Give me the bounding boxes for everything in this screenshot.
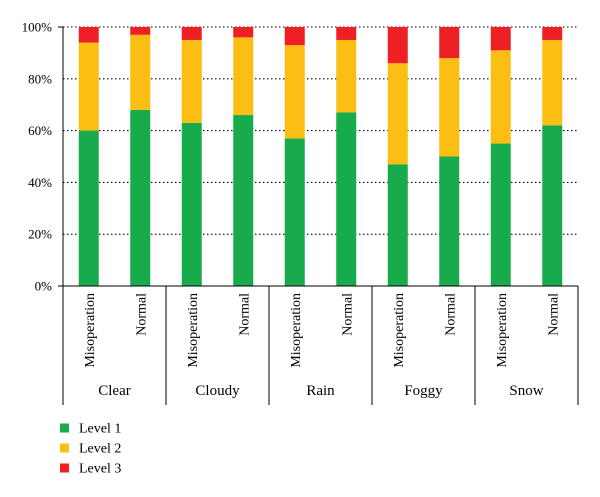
y-tick-label: 40%	[28, 175, 52, 190]
legend-swatch	[60, 443, 69, 453]
x-group-label: Rain	[306, 383, 335, 399]
legend-label: Level 2	[79, 442, 121, 457]
bar-segment-level-1	[336, 112, 357, 286]
legend: Level 1 Level 2 Level 3	[60, 422, 121, 477]
x-category-label: Misoperation	[495, 293, 510, 368]
x-group-label: Snow	[509, 383, 543, 399]
bar-segment-level-3	[387, 27, 408, 64]
bar-segment-level-2	[78, 42, 99, 131]
bar-segment-level-2	[130, 34, 151, 110]
bar-segment-level-1	[439, 156, 460, 286]
bar-segment-level-3	[233, 27, 254, 38]
bar-segment-level-3	[490, 27, 511, 51]
legend-swatch	[60, 423, 69, 433]
bar-segment-level-3	[336, 27, 357, 40]
bar-segment-level-2	[490, 50, 511, 144]
bar-segment-level-1	[542, 125, 563, 286]
y-tick-label: 100%	[22, 20, 53, 35]
x-category-label: Misoperation	[289, 293, 304, 368]
legend-label: Level 3	[79, 462, 121, 477]
x-category-label: Normal	[237, 293, 252, 336]
labels-layer: 0% 20% 40% 60% 80% 100% Misoperation Normal Miso…	[22, 20, 562, 400]
x-group-label: Clear	[98, 383, 130, 399]
bar-segment-level-1	[490, 143, 511, 286]
bar-segment-level-3	[130, 27, 151, 35]
legend-swatch	[60, 463, 69, 473]
bar-segment-level-2	[542, 39, 563, 126]
bar-segment-level-2	[233, 37, 254, 116]
bar-segment-level-1	[233, 115, 254, 286]
bars-layer	[78, 27, 563, 286]
bar-segment-level-2	[387, 63, 408, 165]
bar-segment-level-1	[387, 164, 408, 286]
x-category-label: Normal	[134, 293, 149, 336]
bar-segment-level-1	[130, 109, 151, 286]
bar-segment-level-1	[78, 130, 99, 286]
bar-segment-level-3	[439, 27, 460, 59]
axis-layer	[58, 26, 579, 405]
x-category-label: Misoperation	[392, 293, 407, 368]
bar-segment-level-2	[439, 58, 460, 157]
y-tick-label: 80%	[28, 71, 52, 86]
x-group-label: Foggy	[404, 383, 443, 399]
bar-segment-level-3	[78, 27, 99, 43]
bar-segment-level-1	[181, 122, 202, 286]
bar-segment-level-2	[284, 45, 305, 139]
y-tick-label: 20%	[28, 227, 52, 242]
bar-segment-level-3	[542, 27, 563, 40]
x-group-label: Cloudy	[195, 383, 240, 399]
x-category-label: Normal	[443, 293, 458, 336]
x-category-label: Normal	[340, 293, 355, 336]
bar-segment-level-3	[181, 27, 202, 40]
bar-segment-level-2	[181, 39, 202, 123]
y-tick-label: 60%	[28, 123, 52, 138]
y-tick-label: 0%	[35, 279, 53, 294]
x-category-label: Misoperation	[83, 293, 98, 368]
legend-label: Level 1	[79, 422, 121, 437]
x-category-label: Normal	[546, 293, 561, 336]
bar-segment-level-3	[284, 27, 305, 46]
bar-segment-level-1	[284, 138, 305, 286]
bar-segment-level-2	[336, 39, 357, 113]
x-category-label: Misoperation	[186, 293, 201, 368]
